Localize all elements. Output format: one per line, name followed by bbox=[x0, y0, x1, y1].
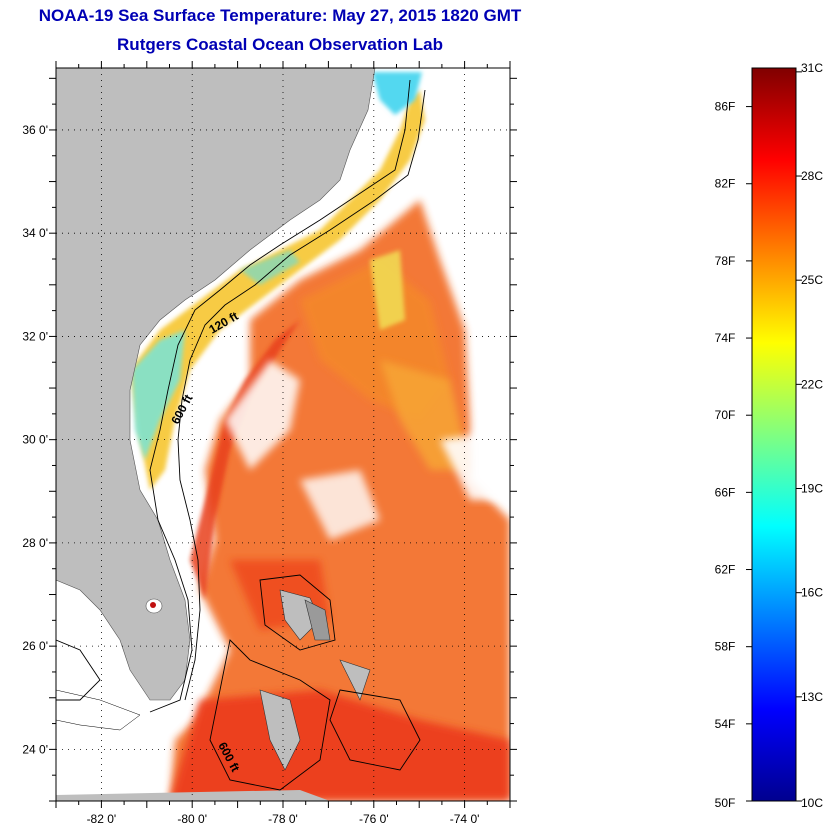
lat-tick-label: 26 0' bbox=[22, 639, 48, 653]
lat-tick-label: 24 0' bbox=[22, 742, 48, 756]
colorbar-c-label: 31C bbox=[801, 61, 823, 75]
lat-tick-label: 32 0' bbox=[22, 329, 48, 343]
axis-tick-labels: 36 0' 34 0' 32 0' 30 0' 28 0' 26 0' 24 0' -82 0… bbox=[22, 123, 479, 826]
colorbar-c-label: 10C bbox=[801, 796, 823, 810]
lat-tick-label: 30 0' bbox=[22, 433, 48, 447]
colorbar-c-label: 16C bbox=[801, 586, 823, 600]
colorbar-c-label: 19C bbox=[801, 482, 823, 496]
colorbar-f-label: 82F bbox=[715, 177, 736, 191]
colorbar-c-label: 28C bbox=[801, 169, 823, 183]
lat-tick-label: 28 0' bbox=[22, 536, 48, 550]
lon-tick-label: -74 0' bbox=[450, 812, 480, 826]
colorbar-f-label: 54F bbox=[715, 717, 736, 731]
map-panel bbox=[56, 68, 510, 801]
lat-tick-label: 36 0' bbox=[22, 123, 48, 137]
land-mass bbox=[56, 68, 376, 801]
map-title: NOAA-19 Sea Surface Temperature: May 27,… bbox=[38, 6, 522, 25]
colorbar-f-label: 74F bbox=[715, 331, 736, 345]
lon-tick-label: -80 0' bbox=[177, 812, 207, 826]
bathymetry-contours bbox=[56, 79, 426, 791]
colorbar-c-label: 25C bbox=[801, 273, 823, 287]
colorbar-f-label: 50F bbox=[715, 796, 736, 810]
colorbar-c-label: 13C bbox=[801, 690, 823, 704]
axis-ticks bbox=[49, 61, 517, 808]
colorbar-f-label: 58F bbox=[715, 640, 736, 654]
colorbar-f-label: 70F bbox=[715, 408, 736, 422]
colorbar-f-label: 78F bbox=[715, 254, 736, 268]
lon-tick-label: -82 0' bbox=[87, 812, 117, 826]
map-subtitle: Rutgers Coastal Ocean Observation Lab bbox=[117, 35, 443, 54]
colorbar-ticks: 86F 82F 78F 74F 70F 66F 62F 58F 54F 50F 31C 28C 25C 2… bbox=[715, 61, 824, 810]
colorbar-c-label: 22C bbox=[801, 377, 823, 391]
colorbar-f-label: 66F bbox=[715, 485, 736, 499]
colorbar bbox=[751, 67, 797, 802]
colorbar-f-label: 86F bbox=[715, 100, 736, 114]
colorbar-f-label: 62F bbox=[715, 563, 736, 577]
lat-tick-label: 34 0' bbox=[22, 226, 48, 240]
lon-tick-label: -76 0' bbox=[359, 812, 389, 826]
lon-tick-label: -78 0' bbox=[268, 812, 298, 826]
graticule bbox=[56, 68, 510, 801]
